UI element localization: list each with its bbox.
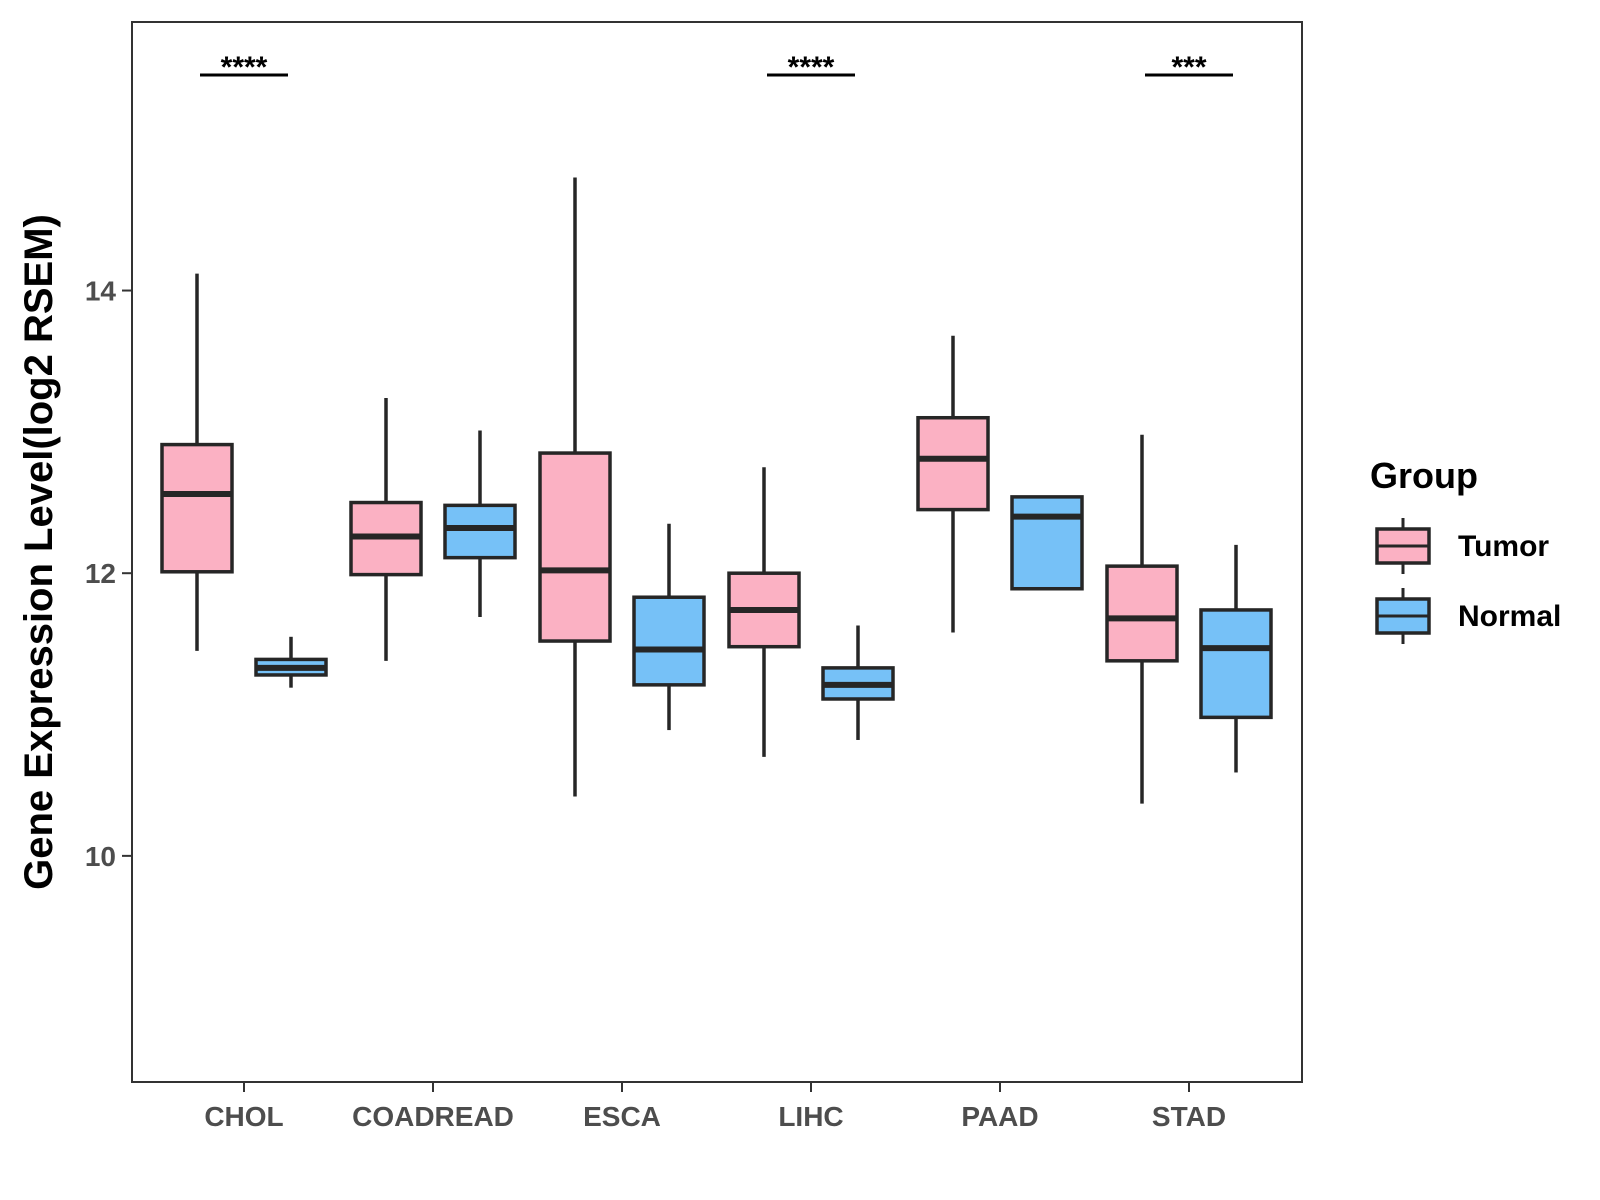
box-body — [160, 442, 234, 574]
box-tumor-stad — [1105, 434, 1179, 804]
box-tumor-chol — [160, 273, 234, 651]
box-body — [443, 503, 517, 560]
box-normal-chol — [254, 636, 328, 688]
x-tick-label: ESCA — [583, 1101, 661, 1132]
y-axis: 10 12 14 — [85, 276, 132, 872]
x-tick-label: LIHC — [778, 1101, 843, 1132]
legend-key-tumor — [1375, 518, 1431, 574]
box-tumor-lihc — [727, 467, 801, 757]
significance-label: *** — [1171, 51, 1206, 84]
y-tick-label: 12 — [85, 558, 116, 589]
significance-layer: **** **** *** — [200, 51, 1233, 84]
x-tick-label: COADREAD — [352, 1101, 514, 1132]
legend: Group Tumor Normal — [1370, 455, 1561, 644]
box-tumor-coadread — [349, 397, 423, 661]
plot-panel — [131, 21, 1303, 1083]
legend-item-normal: Normal — [1375, 588, 1561, 644]
box-body — [1010, 495, 1084, 591]
significance-stad: *** — [1145, 51, 1233, 84]
box-normal-stad — [1199, 544, 1273, 773]
box-body — [1199, 608, 1273, 720]
significance-label: **** — [221, 51, 268, 84]
box-body — [916, 415, 990, 512]
legend-label: Normal — [1458, 600, 1561, 633]
x-axis: CHOL COADREAD ESCA LIHC PAAD STAD — [204, 1082, 1226, 1132]
y-tick-label: 10 — [85, 841, 116, 872]
box-tumor-paad — [916, 335, 990, 633]
x-tick-label: STAD — [1152, 1101, 1226, 1132]
box-body — [538, 451, 612, 643]
significance-lihc: **** — [767, 51, 855, 84]
legend-item-tumor: Tumor — [1375, 518, 1549, 574]
box-body — [1105, 564, 1179, 663]
legend-key-normal — [1375, 588, 1431, 644]
boxes-layer — [160, 177, 1273, 804]
box-normal-coadread — [443, 430, 517, 618]
box-normal-paad — [1010, 495, 1084, 591]
x-tick-label: CHOL — [204, 1101, 283, 1132]
box-body — [632, 595, 706, 687]
y-axis-title: Gene Expression Level(log2 RSEM) — [17, 214, 61, 890]
box-normal-esca — [632, 523, 706, 731]
x-tick-label: PAAD — [961, 1101, 1038, 1132]
significance-label: **** — [788, 51, 835, 84]
legend-title: Group — [1370, 455, 1478, 496]
significance-chol: **** — [200, 51, 288, 84]
box-normal-lihc — [821, 625, 895, 740]
legend-label: Tumor — [1458, 530, 1549, 563]
box-tumor-esca — [538, 177, 612, 797]
y-tick-label: 14 — [85, 276, 117, 307]
